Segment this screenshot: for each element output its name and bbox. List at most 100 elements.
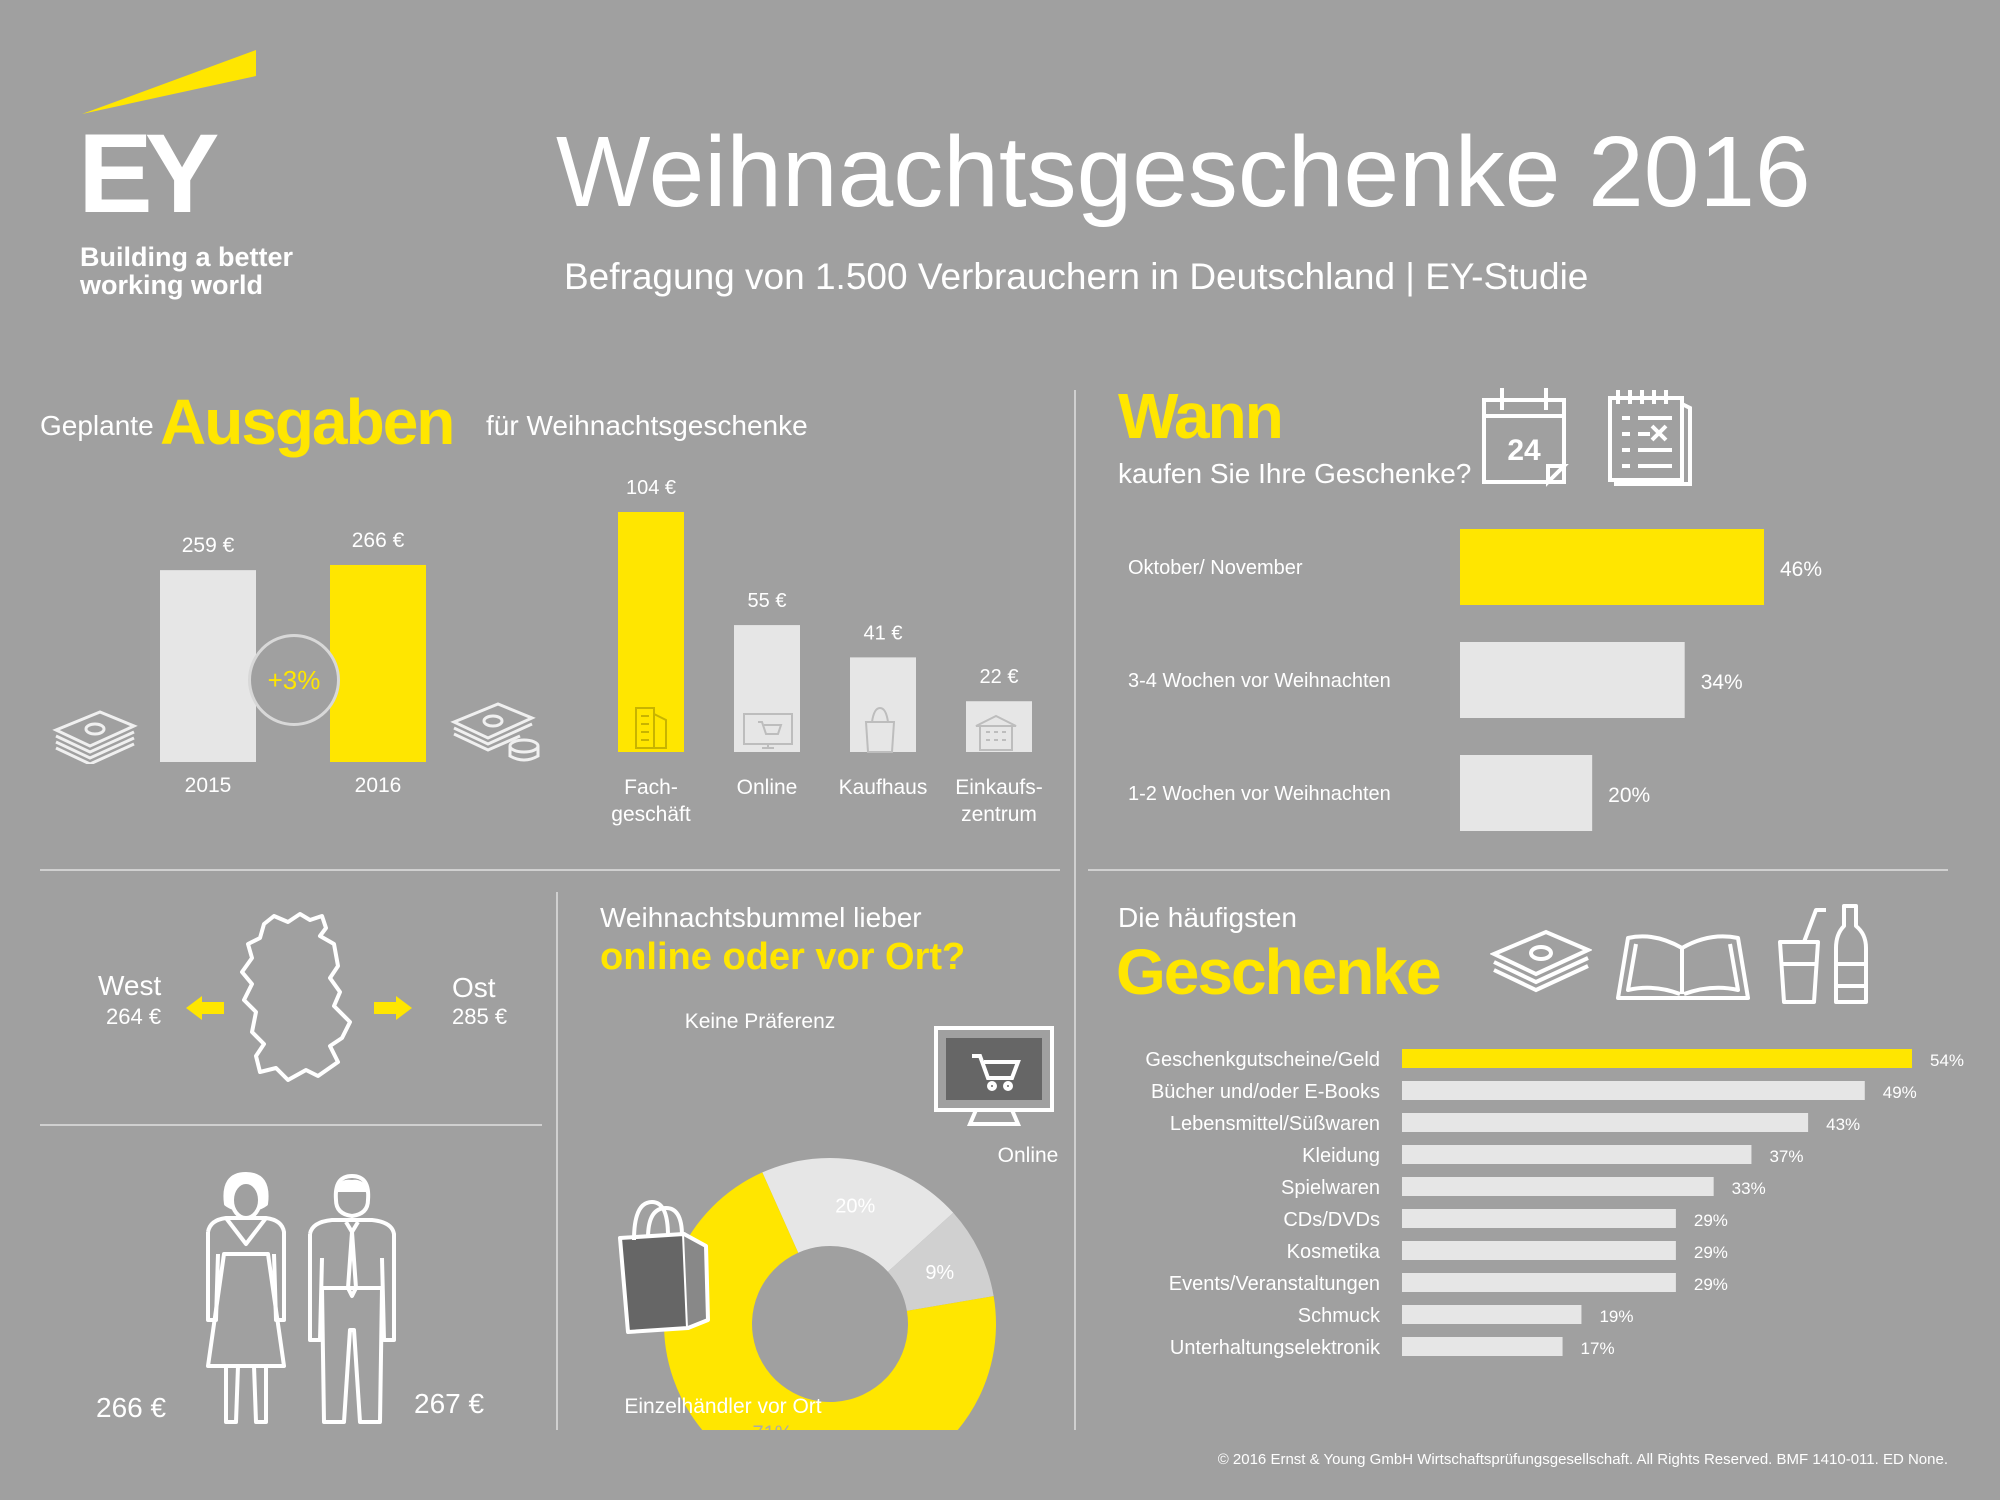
arrow-left-icon — [186, 996, 224, 1020]
bar-timing — [1460, 529, 1764, 605]
bar-value-label: 22 € — [980, 666, 1019, 688]
bar-store — [850, 657, 916, 752]
donut-category-label: Online — [998, 1144, 1059, 1167]
bar-gift — [1402, 1145, 1752, 1164]
brand-tagline-1: Building a better — [80, 242, 294, 272]
donut-slice — [664, 1172, 996, 1430]
bar-timing — [1460, 642, 1685, 718]
bar-gift — [1402, 1081, 1865, 1100]
east-value: 285 € — [452, 1004, 508, 1029]
bar-value-label: 19% — [1599, 1307, 1633, 1326]
page-subtitle: Befragung von 1.500 Verbrauchern in Deut… — [564, 256, 1589, 297]
donut-category-label: Einzelhändler vor Ort — [624, 1395, 821, 1418]
shopping-bag-icon — [618, 1200, 710, 1334]
timing-subtitle: kaufen Sie Ihre Geschenke? — [1118, 458, 1472, 489]
man-icon — [308, 1174, 396, 1424]
arrow-right-icon — [374, 996, 412, 1020]
gift-category-label: Kleidung — [1302, 1145, 1380, 1167]
chart-spending-by-year: 259 € 2015 266 € 2016 — [160, 529, 426, 797]
bar-value-label: 17% — [1581, 1339, 1615, 1358]
book-icon — [1616, 934, 1750, 1000]
gift-category-label: Lebensmittel/Süßwaren — [1170, 1113, 1380, 1135]
bar-value-label: 34% — [1701, 671, 1743, 694]
spending-title-main: Ausgaben — [160, 386, 455, 458]
bar-value-label: 41 € — [864, 622, 903, 644]
shopping-title-line2: online oder vor Ort? — [600, 936, 966, 978]
donut-value-label: 20% — [835, 1196, 875, 1218]
footer-copyright: © 2016 Ernst & Young GmbH Wirtschaftsprü… — [1217, 1451, 1948, 1468]
gift-category-label: Kosmetika — [1287, 1241, 1381, 1263]
bar-timing — [1460, 755, 1593, 831]
divider-horizontal-left — [40, 869, 1060, 871]
chart-top-gifts: Geschenkgutscheine/Geld 54% Bücher und/ode… — [1145, 1049, 1964, 1359]
calendar-day: 24 — [1507, 434, 1541, 467]
germany-map-icon — [240, 912, 352, 1082]
monitor-cart-icon — [934, 1026, 1054, 1126]
donut-category-label: Keine Präferenz — [685, 1010, 836, 1033]
brand-tagline-2: working world — [80, 270, 264, 300]
divider-horizontal-lower-left — [40, 1124, 542, 1126]
bar-gift — [1402, 1273, 1676, 1292]
divider-vertical-lower — [556, 892, 558, 1430]
bar-gift — [1402, 1113, 1809, 1132]
ey-beam-logo — [82, 50, 256, 114]
money-stack-icon — [1490, 929, 1592, 993]
bar-gift — [1402, 1305, 1582, 1324]
bar-category-label: 2016 — [355, 774, 402, 797]
bar-category-label: Einkaufs-zentrum — [955, 776, 1043, 826]
drink-icon — [1778, 904, 1868, 1004]
spending-title-post: für Weihnachtsgeschenke — [486, 410, 808, 441]
bar-year-2015 — [160, 570, 256, 762]
gift-category-label: Geschenkgutscheine/Geld — [1145, 1049, 1380, 1071]
spending-title-pre: Geplante — [40, 410, 154, 441]
gift-category-label: Unterhaltungselektronik — [1170, 1337, 1381, 1359]
page-title: Weihnachtsgeschenke 2016 — [556, 116, 1811, 228]
chart-spending-by-store: 104 € Fach-geschäft 55 € Online 41 € Kaufhaus… — [611, 477, 1043, 826]
gift-category-label: Bücher und/oder E-Books — [1151, 1081, 1380, 1103]
bar-value-label: 49% — [1883, 1083, 1917, 1102]
bar-gift — [1402, 1337, 1563, 1356]
timing-category-label: 3-4 Wochen vor Weihnachten — [1128, 670, 1391, 692]
bar-gift — [1402, 1177, 1714, 1196]
woman-icon — [206, 1172, 286, 1424]
bar-year-2016 — [330, 564, 426, 762]
bar-category-label: Fach-geschäft — [611, 776, 691, 826]
shopping-title-line1: Weihnachtsbummel lieber — [600, 902, 922, 933]
bar-value-label: 29% — [1694, 1275, 1728, 1294]
monitor-cart-icon — [743, 713, 793, 749]
mall-icon — [975, 714, 1017, 751]
bar-value-label: 33% — [1732, 1179, 1766, 1198]
bar-value-label: 259 € — [182, 534, 235, 557]
bar-value-label: 54% — [1930, 1051, 1964, 1070]
bar-store — [618, 512, 684, 752]
building-icon — [635, 707, 667, 749]
timing-title: Wann — [1118, 380, 1284, 452]
bar-value-label: 46% — [1780, 558, 1822, 581]
calendar-icon: 24 — [1482, 388, 1569, 487]
bar-value-label: 55 € — [748, 590, 787, 612]
money-coins-icon — [450, 702, 540, 762]
donut-slice — [762, 1158, 954, 1272]
west-value: 264 € — [106, 1004, 162, 1029]
donut-value-label: 9% — [925, 1262, 954, 1284]
growth-badge-circle — [248, 634, 340, 726]
gift-category-label: Schmuck — [1298, 1305, 1381, 1327]
bar-category-label: Kaufhaus — [839, 776, 928, 799]
male-spending-value: 267 € — [414, 1388, 485, 1419]
growth-badge: +3% — [267, 665, 321, 695]
gift-category-label: Spielwaren — [1281, 1177, 1380, 1199]
bar-gift — [1402, 1209, 1676, 1228]
bar-value-label: 43% — [1826, 1115, 1860, 1134]
bar-gift — [1402, 1049, 1912, 1068]
west-label: West — [98, 970, 162, 1001]
gifts-title-main: Geschenke — [1116, 936, 1442, 1008]
money-stack-icon — [52, 710, 138, 764]
divider-vertical-main — [1074, 390, 1076, 1430]
donut-value-label: 71% — [752, 1423, 792, 1430]
divider-horizontal-right — [1088, 869, 1948, 871]
checklist-icon — [1608, 390, 1692, 486]
timing-category-label: 1-2 Wochen vor Weihnachten — [1128, 783, 1391, 805]
gifts-title-pre: Die häufigsten — [1118, 902, 1298, 933]
chart-purchase-timing: Oktober/ November 46% 3-4 Wochen vor Weihn… — [1128, 529, 1822, 831]
timing-category-label: Oktober/ November — [1128, 557, 1303, 579]
